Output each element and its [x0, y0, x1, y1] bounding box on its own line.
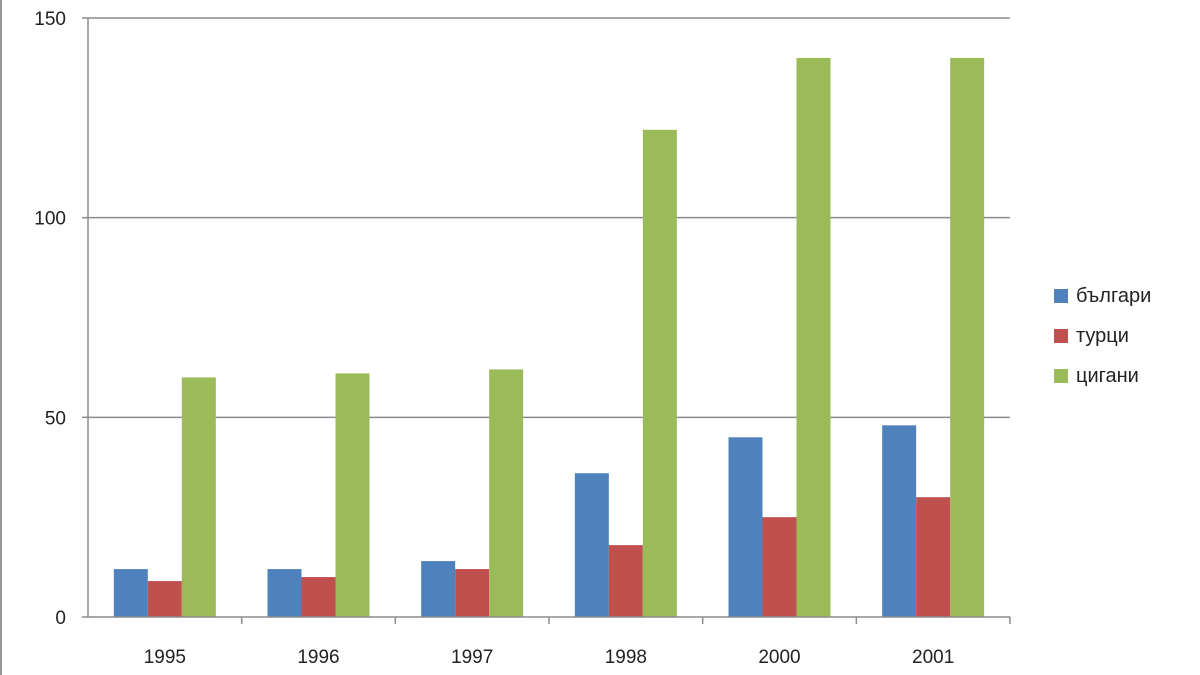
- legend-label-bulgarians: българи: [1076, 284, 1152, 307]
- bar-bulgarians-2000: [728, 437, 763, 617]
- gridlines: [88, 17, 1010, 419]
- bar-roma-1997: [489, 369, 524, 617]
- bar-turks-1997: [455, 569, 490, 617]
- y-tick-label: 100: [34, 209, 66, 230]
- bar-bulgarians-1997: [421, 561, 456, 617]
- legend-label-turks: турци: [1076, 324, 1129, 347]
- axes: [82, 17, 1011, 624]
- y-tick-label: 150: [34, 9, 66, 30]
- legend-swatch-roma: [1054, 369, 1068, 383]
- bar-roma-2000: [796, 57, 831, 617]
- bar-bulgarians-1995: [113, 569, 148, 617]
- bar-roma-2001: [950, 57, 985, 617]
- y-tick-label: 0: [55, 608, 66, 629]
- bar-roma-1995: [181, 377, 216, 617]
- bar-roma-1998: [642, 129, 677, 617]
- bar-bulgarians-1996: [267, 569, 302, 617]
- bar-turks-1995: [147, 581, 182, 617]
- y-tick-label: 50: [45, 408, 66, 429]
- legend-swatch-bulgarians: [1054, 289, 1068, 303]
- bar-turks-2000: [762, 517, 797, 617]
- bar-turks-1996: [301, 577, 336, 617]
- bar-turks-2001: [916, 497, 951, 617]
- x-tick-label: 1996: [297, 647, 339, 668]
- bar-turks-1998: [608, 545, 643, 617]
- legend-label-roma: цигани: [1076, 364, 1139, 387]
- x-tick-labels: 1995 1996 1997 1998 2000 2001: [144, 647, 955, 668]
- x-tick-label: 1995: [144, 647, 186, 668]
- x-tick-label: 2000: [758, 647, 800, 668]
- bar-bulgarians-2001: [882, 425, 917, 617]
- legend-item-bulgarians: българи: [1054, 276, 1194, 316]
- legend-item-turks: турци: [1054, 316, 1194, 356]
- bar-bulgarians-1998: [574, 473, 609, 617]
- bar-roma-1996: [335, 373, 370, 617]
- x-tick-label: 1997: [451, 647, 493, 668]
- legend-swatch-turks: [1054, 329, 1068, 343]
- legend-item-roma: цигани: [1054, 356, 1194, 396]
- x-tick-label: 1998: [605, 647, 647, 668]
- x-tick-label: 2001: [912, 647, 954, 668]
- legend: българи турци цигани: [1054, 276, 1194, 396]
- bars: [113, 57, 985, 617]
- y-tick-labels: 0 50 100 150: [34, 9, 66, 629]
